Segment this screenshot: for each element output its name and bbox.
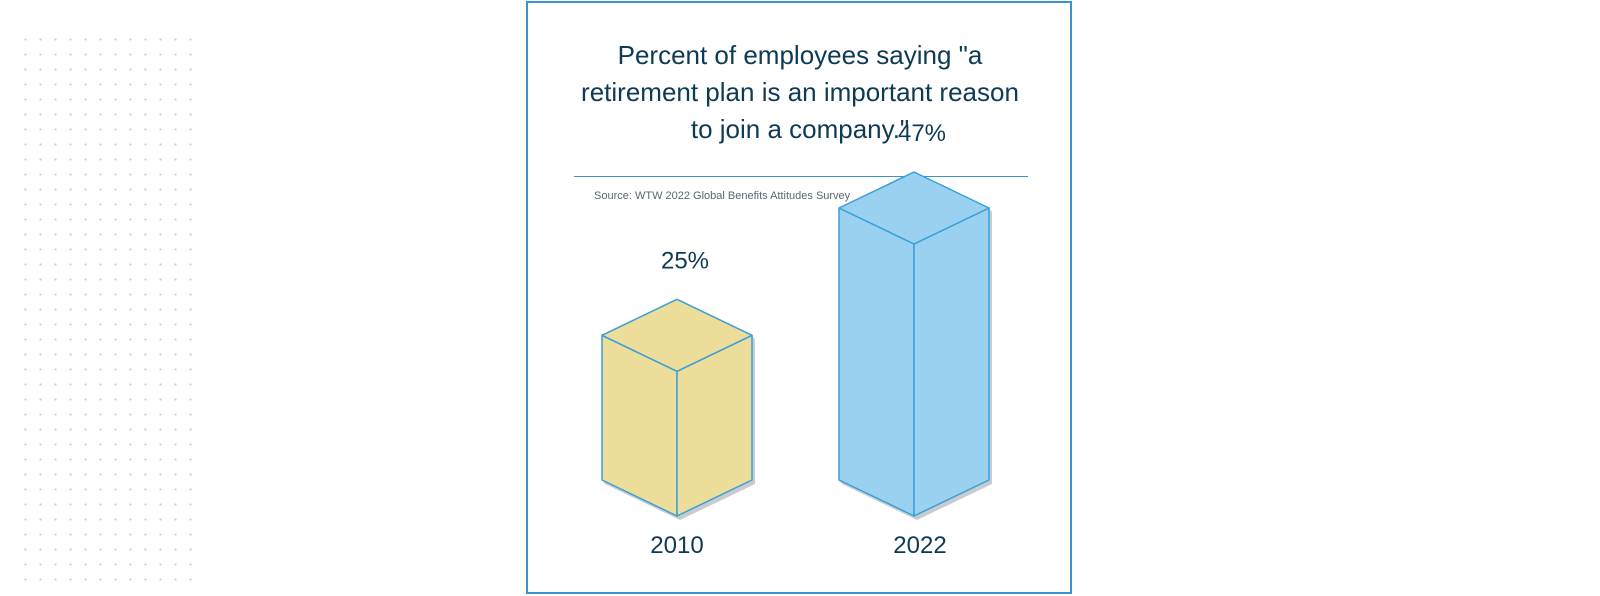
chart-title: Percent of employees saying "a retiremen…	[581, 40, 1019, 144]
bar-left-face-2022	[838, 207, 915, 517]
chart-area: 25% 2010 47% 2022	[601, 120, 992, 559]
category-label-2010: 2010	[650, 532, 703, 559]
bar-shadow-2022	[839, 208, 992, 520]
category-label-2022: 2022	[893, 532, 946, 559]
value-label-2022: 47%	[898, 120, 946, 147]
bar-right-face-2022	[913, 207, 990, 517]
chart-source: Source: WTW 2022 Global Benefits Attitud…	[594, 190, 851, 202]
title-divider	[574, 176, 1028, 177]
bar-2010	[601, 298, 755, 520]
bar-top-face-2010	[601, 298, 753, 373]
bar-2022	[838, 171, 992, 520]
bar-top-face-2022	[838, 171, 990, 245]
chart-card: Percent of employees saying "a retiremen…	[526, 1, 1072, 594]
value-label-2010: 25%	[661, 247, 709, 274]
decorative-dot-grid	[18, 32, 198, 588]
